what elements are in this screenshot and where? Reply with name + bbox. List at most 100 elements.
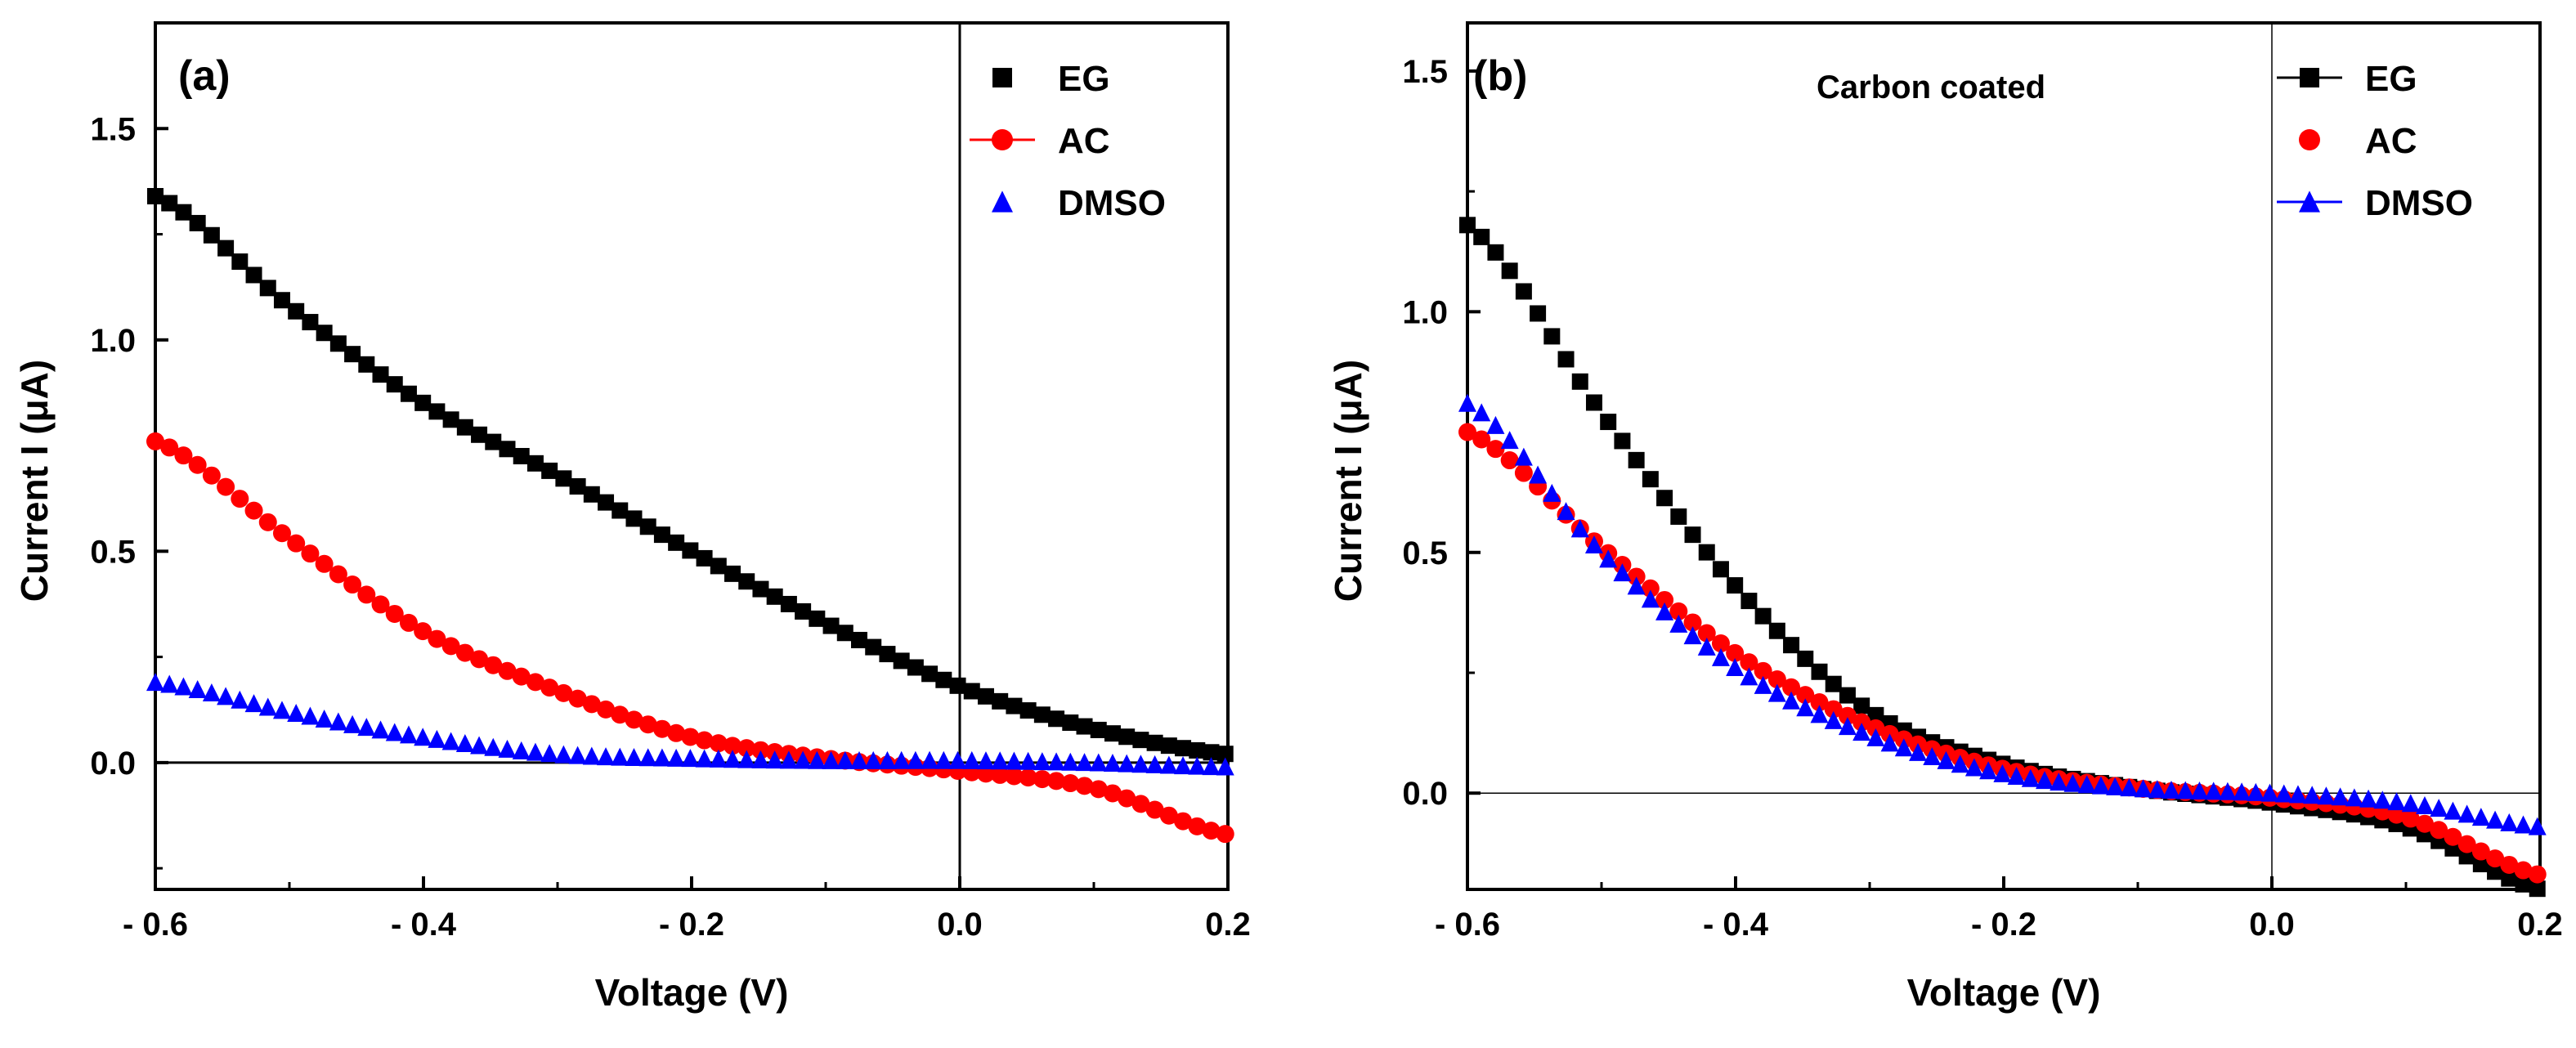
data-point — [583, 486, 600, 503]
data-point — [1838, 706, 1857, 725]
data-point — [371, 720, 390, 739]
data-point — [2274, 784, 2293, 803]
legend-a: EG AC DMSO — [970, 59, 1166, 223]
data-point — [2471, 808, 2490, 826]
data-point — [2457, 804, 2476, 823]
data-point — [1810, 705, 1829, 723]
data-point — [541, 462, 558, 479]
data-point — [991, 751, 1010, 770]
chart-panel-b: (b) Carbon coated - 0.6 - 0.4 - 0.2 0.0 … — [1327, 21, 2563, 1014]
data-point — [568, 746, 587, 764]
data-point — [1131, 795, 1150, 813]
data-point — [217, 240, 235, 257]
data-point — [1216, 757, 1234, 776]
data-point — [1174, 756, 1193, 775]
data-point — [385, 723, 404, 741]
data-point — [160, 674, 179, 693]
data-point — [258, 697, 277, 716]
data-point — [1089, 753, 1108, 772]
x-tick-label: - 0.4 — [1703, 907, 1769, 943]
data-point — [1047, 772, 1066, 790]
data-point — [611, 747, 629, 766]
data-point — [2359, 789, 2378, 808]
data-point — [963, 683, 980, 700]
data-point — [1089, 780, 1108, 799]
data-point — [1825, 675, 1842, 692]
data-point — [498, 739, 517, 758]
x-tick-label: 0.0 — [2249, 907, 2295, 943]
data-point — [568, 689, 587, 708]
data-point — [1641, 579, 1660, 598]
data-point — [667, 748, 686, 767]
data-point — [976, 751, 995, 770]
data-point — [315, 554, 334, 573]
data-point — [878, 750, 897, 769]
data-point — [287, 704, 306, 723]
data-point — [2528, 865, 2547, 884]
data-point — [259, 280, 276, 297]
data-point — [836, 625, 853, 642]
data-point — [1684, 526, 1701, 544]
data-point — [245, 266, 262, 284]
data-point — [147, 188, 164, 204]
data-point — [1132, 732, 1149, 749]
legend-label: DMSO — [2365, 183, 2473, 223]
data-point — [1076, 718, 1093, 735]
data-point — [808, 750, 827, 769]
data-point — [569, 477, 586, 495]
data-point — [1993, 764, 2012, 782]
data-point — [2247, 782, 2265, 801]
data-point — [2021, 768, 2040, 787]
data-point — [1613, 563, 1632, 582]
legend-marker — [992, 190, 1013, 213]
data-point — [329, 335, 347, 352]
data-point — [625, 510, 643, 527]
data-point — [1584, 535, 1603, 553]
data-point — [1543, 483, 1561, 502]
legend-label: AC — [2365, 121, 2417, 161]
data-point — [992, 692, 1009, 710]
data-point — [639, 518, 656, 535]
legend-marker — [992, 68, 1012, 87]
data-point — [1824, 710, 1843, 729]
data-point — [2050, 773, 2068, 791]
data-point — [751, 741, 770, 759]
data-point — [484, 737, 503, 756]
data-point — [1557, 502, 1575, 521]
data-point — [1188, 817, 1207, 835]
data-point — [428, 403, 446, 420]
data-point — [612, 502, 629, 519]
data-point — [357, 718, 376, 737]
y-axis-title-a: Current I (μA) — [13, 360, 56, 602]
data-point — [681, 749, 700, 768]
data-point — [1104, 725, 1121, 742]
data-point — [906, 750, 925, 769]
data-point — [2106, 777, 2125, 795]
data-point — [1501, 262, 1518, 280]
data-point — [441, 637, 460, 656]
data-point — [809, 610, 826, 627]
data-point — [2345, 788, 2363, 807]
y-tick-label: 1.5 — [1402, 54, 1448, 90]
y-tick-label: 1.0 — [90, 323, 136, 359]
data-point — [1006, 697, 1023, 714]
data-point — [442, 411, 459, 428]
data-point — [1670, 508, 1687, 525]
y-tick-label: 0.0 — [1402, 776, 1448, 812]
data-point — [258, 513, 277, 531]
data-point — [822, 617, 840, 634]
data-point — [795, 602, 812, 620]
data-point — [2486, 849, 2505, 868]
data-point — [526, 673, 544, 692]
data-point — [625, 710, 643, 729]
data-point — [1853, 697, 1870, 714]
data-point — [652, 748, 671, 767]
data-point — [1202, 757, 1221, 776]
data-point — [1203, 744, 1220, 761]
data-point — [1909, 742, 1928, 761]
data-point — [1796, 686, 1815, 705]
data-point — [1740, 593, 1758, 610]
data-point — [287, 534, 306, 553]
x-tick-label: 0.0 — [937, 907, 983, 943]
data-point — [2430, 821, 2448, 840]
